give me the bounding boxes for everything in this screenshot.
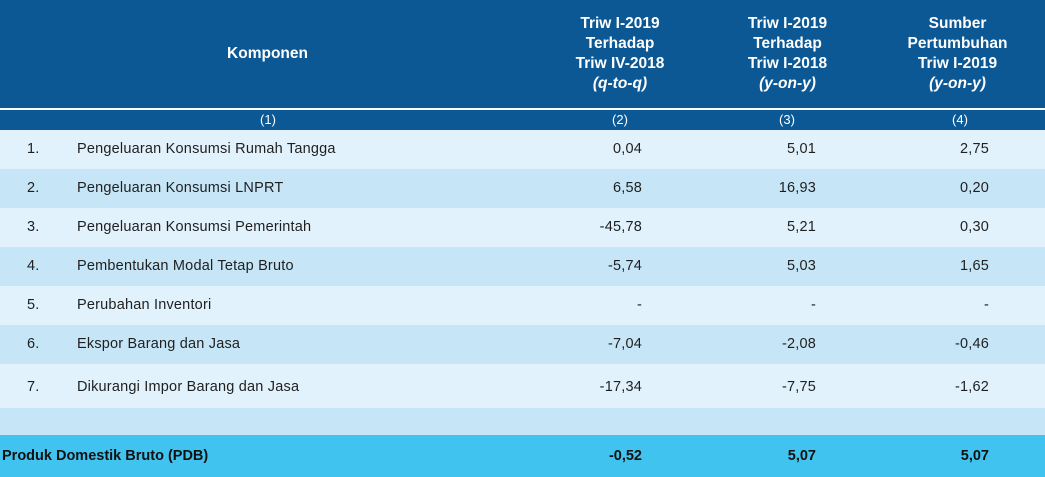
row-label: Pengeluaran Konsumsi Pemerintah xyxy=(77,219,312,235)
column-number: (3) xyxy=(779,112,795,127)
header-komponen: Komponen xyxy=(227,45,308,62)
value-sumber: -1,62 xyxy=(954,379,989,395)
header-divider xyxy=(0,108,1045,110)
total-sumber: 5,07 xyxy=(960,448,989,464)
value-yony: -7,75 xyxy=(781,379,816,395)
value-sumber: -0,46 xyxy=(954,336,989,352)
value-yony: -2,08 xyxy=(781,336,816,352)
value-sumber: 2,75 xyxy=(959,141,989,157)
row-label: Ekspor Barang dan Jasa xyxy=(77,336,241,352)
row-number: 4. xyxy=(27,258,40,274)
row-number: 6. xyxy=(27,336,40,352)
value-sumber: 0,30 xyxy=(959,219,989,235)
table-row: 4. Pembentukan Modal Tetap Bruto -5,74 5… xyxy=(0,247,1045,286)
value-yony: 5,21 xyxy=(786,219,816,235)
value-sumber: 0,20 xyxy=(959,180,989,196)
total-label: Produk Domestik Bruto (PDB) xyxy=(2,448,209,464)
value-sumber: 1,65 xyxy=(959,258,989,274)
value-qtoq: -45,78 xyxy=(599,219,642,235)
row-number: 2. xyxy=(27,180,40,196)
column-number: (1) xyxy=(260,112,276,127)
value-qtoq: -5,74 xyxy=(607,258,642,274)
row-label: Pembentukan Modal Tetap Bruto xyxy=(77,258,294,274)
value-qtoq: 6,58 xyxy=(612,180,642,196)
table-spacer-row xyxy=(0,408,1045,435)
table-row: 6. Ekspor Barang dan Jasa -7,04 -2,08 -0… xyxy=(0,325,1045,364)
value-yony: 5,03 xyxy=(786,258,816,274)
table-row: 3. Pengeluaran Konsumsi Pemerintah -45,7… xyxy=(0,208,1045,247)
value-yony: 16,93 xyxy=(778,180,816,196)
value-qtoq: -7,04 xyxy=(607,336,642,352)
row-number: 5. xyxy=(27,297,40,313)
value-qtoq: 0,04 xyxy=(612,141,642,157)
row-label: Pengeluaran Konsumsi Rumah Tangga xyxy=(77,141,336,157)
value-yony: - xyxy=(810,297,816,313)
table-header: Komponen Triw I-2019 Terhadap Triw IV-20… xyxy=(0,0,1045,108)
value-sumber: - xyxy=(983,297,989,313)
total-row: Produk Domestik Bruto (PDB) -0,52 5,07 5… xyxy=(0,435,1045,477)
total-qtoq: -0,52 xyxy=(608,448,642,464)
column-number-row: (1) (2) (3) (4) xyxy=(0,110,1045,130)
value-qtoq: -17,34 xyxy=(599,379,642,395)
column-number: (2) xyxy=(612,112,628,127)
column-number: (4) xyxy=(952,112,968,127)
table-row: 1. Pengeluaran Konsumsi Rumah Tangga 0,0… xyxy=(0,130,1045,169)
row-label: Pengeluaran Konsumsi LNPRT xyxy=(77,180,284,196)
row-number: 3. xyxy=(27,219,40,235)
header-sumber-pertumbuhan: Sumber Pertumbuhan Triw I-2019 (y-on-y) xyxy=(907,15,1008,92)
header-yony: Triw I-2019 Terhadap Triw I-2018 (y-on-y… xyxy=(747,15,828,92)
header-qtoq: Triw I-2019 Terhadap Triw IV-2018 (q-to-… xyxy=(575,15,665,92)
total-yony: 5,07 xyxy=(787,448,816,464)
row-number: 7. xyxy=(27,379,40,395)
row-label: Perubahan Inventori xyxy=(77,297,212,313)
row-number: 1. xyxy=(27,141,40,157)
value-yony: 5,01 xyxy=(786,141,816,157)
table-row: 5. Perubahan Inventori - - - xyxy=(0,286,1045,325)
table-row: 7. Dikurangi Impor Barang dan Jasa -17,3… xyxy=(0,364,1045,408)
row-label: Dikurangi Impor Barang dan Jasa xyxy=(77,379,300,395)
table-row: 2. Pengeluaran Konsumsi LNPRT 6,58 16,93… xyxy=(0,169,1045,208)
value-qtoq: - xyxy=(636,297,642,313)
